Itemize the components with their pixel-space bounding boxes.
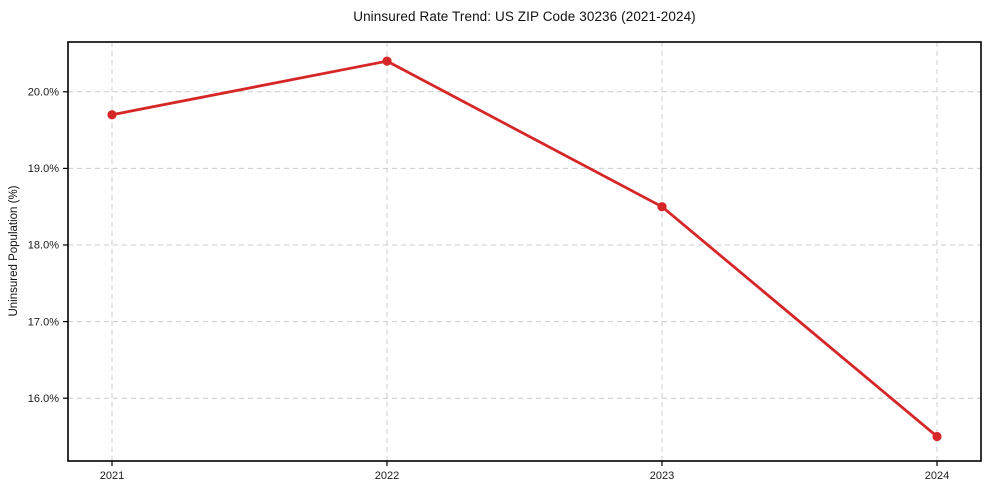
data-point-2024 [932, 431, 942, 442]
y-tick-label: 18.0% [28, 240, 59, 252]
y-tick-label: 16.0% [28, 393, 59, 405]
data-point-2021 [107, 110, 117, 120]
data-point-2022 [382, 56, 392, 66]
trend-line [110, 59, 939, 438]
y-tick-label: 17.0% [28, 316, 59, 328]
x-tick-label: 2022 [375, 470, 399, 482]
y-tick-label: 19.0% [28, 163, 59, 175]
x-tick-label: 2023 [650, 470, 674, 482]
y-tick-label: 20.0% [28, 87, 59, 99]
data-point-2023 [657, 202, 667, 212]
chart-title: Uninsured Rate Trend: US ZIP Code 30236 … [353, 9, 696, 24]
x-tick-label: 2024 [925, 470, 949, 482]
x-tick-label: 2021 [100, 470, 124, 482]
plot-border [67, 41, 982, 462]
